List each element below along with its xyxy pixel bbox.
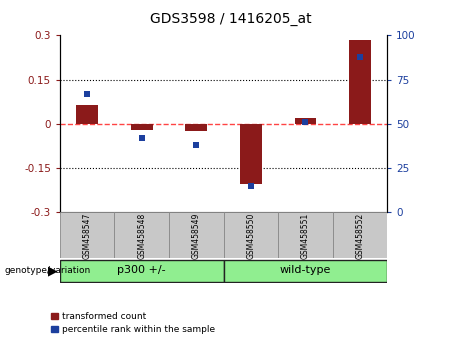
Point: [138, 135, 145, 141]
Text: wild-type: wild-type: [280, 265, 331, 275]
Bar: [185, 124, 207, 131]
Bar: [295, 118, 316, 124]
Bar: [224, 212, 278, 258]
Bar: [224, 260, 387, 282]
Legend: transformed count, percentile rank within the sample: transformed count, percentile rank withi…: [51, 313, 215, 334]
Point: [193, 142, 200, 148]
Bar: [114, 212, 169, 258]
Point: [301, 119, 309, 125]
Text: GSM458550: GSM458550: [246, 212, 255, 259]
Point: [356, 54, 364, 59]
Text: ▶: ▶: [48, 264, 58, 277]
Bar: [169, 212, 224, 258]
Bar: [240, 124, 262, 184]
Text: GSM458547: GSM458547: [83, 212, 92, 259]
Text: GSM458548: GSM458548: [137, 212, 146, 258]
Text: GSM458552: GSM458552: [355, 212, 365, 258]
Text: genotype/variation: genotype/variation: [5, 266, 91, 275]
Text: p300 +/-: p300 +/-: [118, 265, 166, 275]
Bar: [349, 40, 371, 124]
Text: GSM458549: GSM458549: [192, 212, 201, 259]
Bar: [60, 212, 114, 258]
Bar: [131, 124, 153, 130]
Bar: [278, 212, 333, 258]
Text: GDS3598 / 1416205_at: GDS3598 / 1416205_at: [150, 12, 311, 27]
Bar: [333, 212, 387, 258]
Text: GSM458551: GSM458551: [301, 212, 310, 258]
Point: [247, 183, 254, 189]
Bar: [60, 260, 224, 282]
Point: [83, 91, 91, 97]
Bar: [76, 105, 98, 124]
